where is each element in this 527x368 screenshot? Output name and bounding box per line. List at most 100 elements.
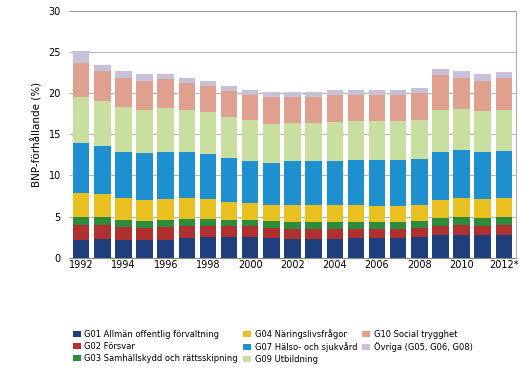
Bar <box>73 63 90 98</box>
Bar <box>453 71 470 78</box>
Bar <box>327 160 343 205</box>
Bar <box>94 194 111 216</box>
Bar <box>284 162 301 205</box>
Bar <box>474 152 491 199</box>
Bar <box>305 229 322 239</box>
Bar <box>474 74 491 81</box>
Bar <box>411 205 427 222</box>
Bar <box>94 71 111 100</box>
Bar <box>242 160 258 202</box>
Bar <box>411 228 427 237</box>
Bar <box>474 199 491 218</box>
Bar <box>179 219 195 226</box>
Bar <box>94 100 111 146</box>
Bar <box>94 65 111 71</box>
Bar <box>348 95 364 121</box>
Bar <box>305 162 322 205</box>
Bar <box>284 229 301 239</box>
Bar <box>369 222 385 229</box>
Bar <box>242 202 258 220</box>
Bar <box>263 163 280 205</box>
Bar <box>369 206 385 222</box>
Bar <box>221 91 237 117</box>
Bar <box>327 222 343 229</box>
Bar <box>136 228 153 240</box>
Bar <box>390 90 406 95</box>
Bar <box>158 74 174 79</box>
Bar <box>94 146 111 194</box>
Bar <box>73 216 90 225</box>
Bar <box>432 226 448 236</box>
Bar <box>432 200 448 218</box>
Bar <box>369 229 385 238</box>
Bar <box>263 238 280 258</box>
Bar <box>390 206 406 222</box>
Bar <box>348 160 364 205</box>
Bar <box>242 226 258 237</box>
Bar <box>136 220 153 228</box>
Bar <box>453 198 470 217</box>
Bar <box>327 239 343 258</box>
Y-axis label: BNP-förhållande (%): BNP-förhållande (%) <box>32 82 43 187</box>
Bar <box>136 74 153 81</box>
Bar <box>390 222 406 229</box>
Bar <box>200 154 216 199</box>
Bar <box>348 205 364 222</box>
Bar <box>263 124 280 163</box>
Bar <box>348 238 364 258</box>
Bar <box>94 239 111 258</box>
Bar <box>305 92 322 96</box>
Bar <box>263 205 280 222</box>
Bar <box>158 79 174 108</box>
Bar <box>221 117 237 158</box>
Bar <box>221 202 237 220</box>
Bar <box>390 95 406 121</box>
Bar <box>474 236 491 258</box>
Bar <box>411 120 427 159</box>
Bar <box>453 78 470 109</box>
Bar <box>369 121 385 160</box>
Bar <box>411 159 427 205</box>
Bar <box>390 121 406 160</box>
Bar <box>327 229 343 239</box>
Bar <box>495 236 512 258</box>
Bar <box>94 216 111 225</box>
Bar <box>73 98 90 144</box>
Bar <box>94 225 111 239</box>
Bar <box>390 238 406 258</box>
Bar <box>348 90 364 95</box>
Bar <box>348 121 364 160</box>
Bar <box>390 229 406 238</box>
Bar <box>221 158 237 202</box>
Bar <box>390 160 406 206</box>
Bar <box>242 120 258 160</box>
Bar <box>242 220 258 226</box>
Bar <box>179 226 195 238</box>
Bar <box>305 123 322 162</box>
Bar <box>158 199 174 220</box>
Bar <box>242 237 258 258</box>
Bar <box>200 226 216 237</box>
Bar <box>200 86 216 112</box>
Bar <box>305 222 322 229</box>
Bar <box>136 81 153 110</box>
Bar <box>115 107 132 152</box>
Bar <box>305 205 322 222</box>
Bar <box>432 110 448 152</box>
Bar <box>263 222 280 228</box>
Bar <box>115 152 132 198</box>
Bar <box>73 51 90 63</box>
Bar <box>115 71 132 78</box>
Bar <box>284 92 301 98</box>
Bar <box>115 198 132 220</box>
Bar <box>200 219 216 226</box>
Bar <box>474 111 491 152</box>
Legend: G01 Allmän offentlig förvaltning, G02 Försvar, G03 Samhällskydd och rättsskipnin: G01 Allmän offentlig förvaltning, G02 Fö… <box>73 329 473 364</box>
Bar <box>73 194 90 216</box>
Bar <box>453 109 470 150</box>
Bar <box>411 237 427 258</box>
Bar <box>158 152 174 199</box>
Bar <box>221 226 237 237</box>
Bar <box>158 240 174 258</box>
Bar <box>327 122 343 160</box>
